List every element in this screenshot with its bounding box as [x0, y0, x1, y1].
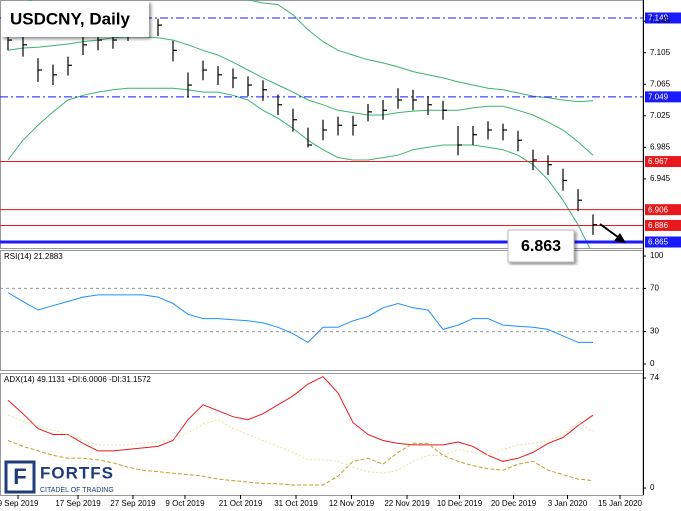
level-label: 6.886: [648, 221, 669, 230]
plot-area: [0, 287, 643, 344]
logo-icon: [4, 460, 36, 494]
x-tick-label: 10 Dec 2019: [437, 499, 483, 508]
x-tick-label: 9 Sep 2019: [0, 499, 39, 508]
series-line: [7, 375, 594, 462]
x-tick-label: 21 Oct 2019: [219, 499, 263, 508]
band-upper: [7, 0, 594, 103]
y-tick-label: 7.105: [650, 48, 671, 57]
level-label: 7.049: [648, 92, 669, 101]
y-tick-label: 30: [650, 327, 659, 336]
level-label-bg: [645, 91, 681, 103]
logo-name: FORTFS: [40, 463, 114, 482]
level-label-bg: [645, 219, 681, 231]
x-tick-label: 12 Nov 2019: [329, 499, 375, 508]
level-label: 6.906: [648, 205, 669, 214]
level-label: 6.865: [648, 238, 669, 247]
y-tick-label: 6.985: [650, 142, 671, 151]
x-tick-label: 9 Oct 2019: [165, 499, 205, 508]
level-label-bg: [645, 204, 681, 216]
y-tick-label: 6.945: [650, 174, 671, 183]
title-bg: [1, 1, 149, 37]
x-tick-label: 20 Dec 2019: [491, 499, 537, 508]
logo-tagline: CITADEL OF TRADING: [40, 487, 114, 494]
y-tick-label: 74: [650, 373, 659, 382]
arrow-head: [614, 233, 626, 243]
x-tick-label: 17 Sep 2019: [55, 499, 101, 508]
rsi-line: [7, 292, 593, 344]
level-label-bg: [645, 236, 681, 248]
y-tick-label: 7.025: [650, 111, 671, 120]
level-label-bg: [645, 12, 681, 24]
x-tick-label: 27 Sep 2019: [110, 499, 156, 508]
band-middle: [7, 36, 594, 156]
chart-title: USDCNY, Daily: [10, 9, 131, 28]
band-lower: [7, 87, 591, 248]
annotation-box: [507, 229, 575, 263]
y-tick-label: 0: [650, 359, 655, 368]
y-tick-label: 7.145: [650, 16, 671, 25]
level-label: 7.149: [648, 14, 669, 23]
adx-title: ADX(14) 49.1131 +DI:6.0006 -DI:31.1572: [4, 375, 151, 384]
logo-glyph: F: [13, 464, 26, 489]
annotation-text: 6.863: [521, 238, 561, 255]
x-tick-label: 31 Oct 2019: [274, 499, 318, 508]
series-line: [7, 440, 594, 486]
x-tick-label: 3 Jan 2020: [548, 499, 588, 508]
y-tick-label: 7.065: [650, 79, 671, 88]
y-tick-label: 0: [650, 483, 655, 492]
logo: F FORTFS CITADEL OF TRADING: [4, 460, 114, 494]
level-label-bg: [645, 156, 681, 168]
y-tick-label: 100: [650, 251, 664, 260]
x-tick-label: 22 Nov 2019: [384, 499, 430, 508]
annotation: 6.863: [507, 223, 626, 263]
x-tick-label: 15 Jan 2020: [598, 499, 643, 508]
rsi-title: RSI(14) 21.2883: [4, 252, 63, 261]
y-tick-label: 70: [650, 284, 659, 293]
plot-area: [7, 375, 594, 486]
title-box: USDCNY, Daily: [1, 1, 149, 37]
level-label: 6.967: [648, 157, 669, 166]
series-line: [7, 414, 594, 474]
